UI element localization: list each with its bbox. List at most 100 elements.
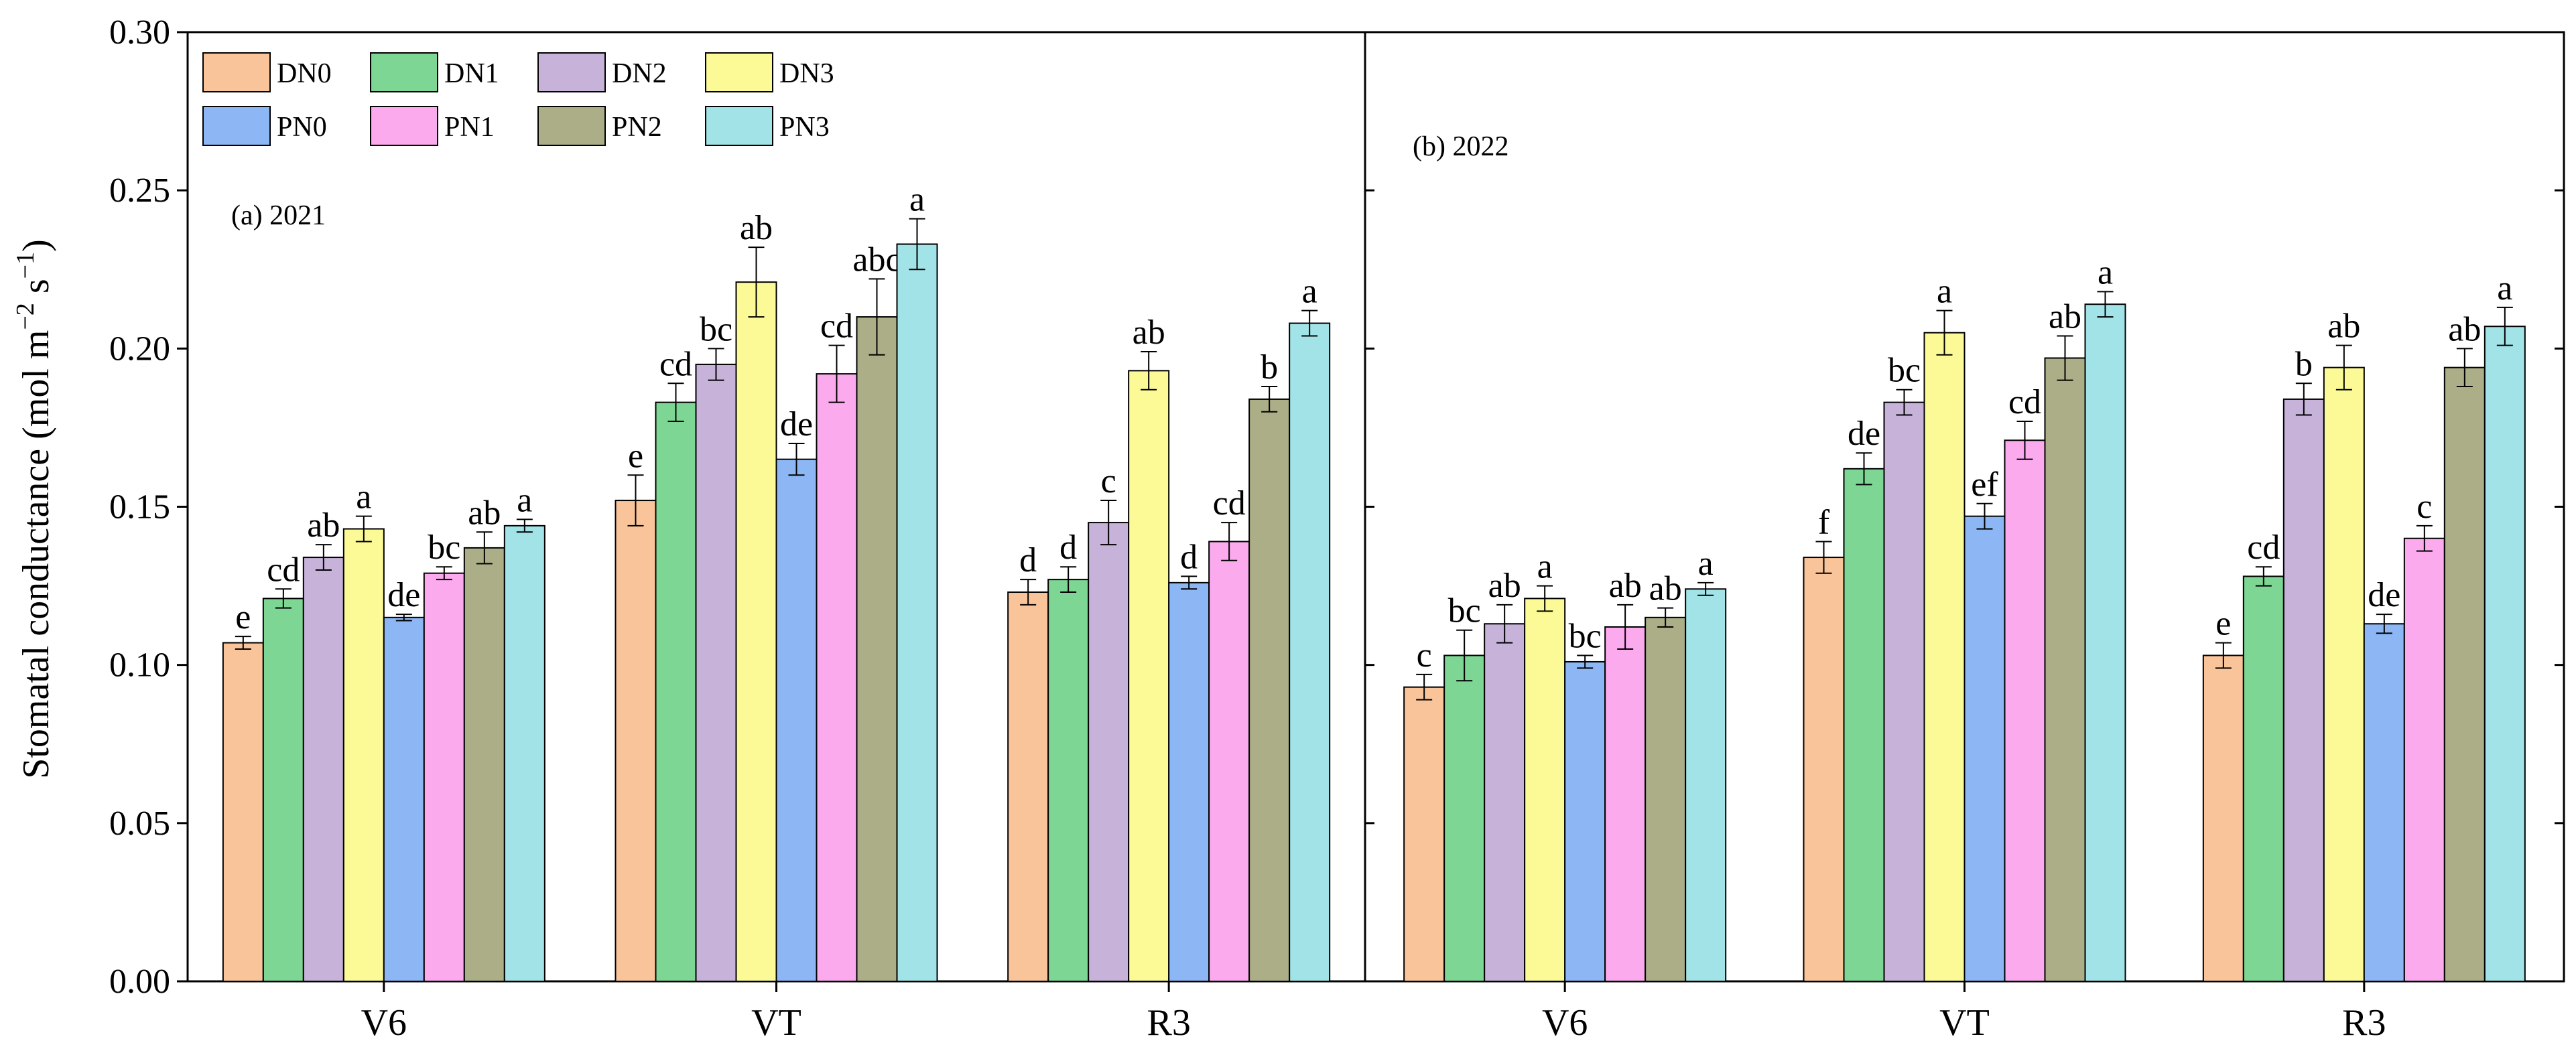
- significance-letter: cd: [2008, 383, 2041, 421]
- legend-swatch: [705, 52, 773, 92]
- legend-swatch: [537, 106, 606, 146]
- significance-letter: bc: [1569, 617, 1602, 655]
- bar: [1403, 686, 1445, 982]
- bar: [1645, 616, 1687, 982]
- bar: [1047, 579, 1090, 982]
- bar: [1564, 660, 1606, 983]
- x-category-label: V6: [1542, 1002, 1588, 1044]
- significance-letter: ab: [468, 494, 501, 532]
- y-tick-label: 0.00: [109, 963, 170, 1001]
- significance-letter: de: [387, 576, 420, 614]
- y-axis-label-sup2: −1: [11, 252, 40, 279]
- y-tick-label: 0.05: [109, 804, 170, 843]
- bar: [1883, 401, 1925, 982]
- y-axis-label-sup1: −2: [11, 303, 40, 330]
- y-axis-label-main: Stomatal conductance (mol m: [15, 330, 57, 779]
- bar: [1963, 515, 2006, 982]
- significance-letter: c: [2417, 488, 2432, 526]
- significance-letter: a: [1937, 273, 1952, 311]
- bar: [1128, 370, 1170, 982]
- significance-letter: a: [1698, 545, 1714, 583]
- significance-letter: ab: [1488, 567, 1521, 605]
- legend-swatch: [370, 52, 438, 92]
- legend-label: DN2: [612, 58, 667, 89]
- significance-letter: cd: [2247, 529, 2280, 567]
- significance-letter: b: [2295, 345, 2313, 383]
- legend-label: PN2: [612, 112, 662, 143]
- significance-letter: de: [780, 405, 813, 443]
- significance-letter: d: [1019, 541, 1037, 579]
- significance-letter: de: [1848, 415, 1880, 453]
- bar: [2323, 366, 2365, 982]
- legend-swatch: [370, 106, 438, 146]
- significance-letter: de: [2368, 576, 2400, 614]
- bar: [2044, 357, 2086, 982]
- legend-label: PN0: [277, 112, 327, 143]
- legend-label: PN3: [779, 112, 830, 143]
- significance-letter: a: [1302, 273, 1317, 311]
- bar: [1443, 654, 1486, 982]
- bar: [1007, 591, 1049, 982]
- x-category-label: R3: [2342, 1002, 2386, 1044]
- significance-letter: cd: [267, 551, 300, 589]
- significance-letter: a: [1537, 548, 1553, 586]
- y-axis-label: Stomatal conductance (mol m−2 s−1): [11, 239, 57, 779]
- bar: [2004, 439, 2046, 982]
- bar: [1803, 557, 1845, 982]
- bar: [775, 458, 818, 982]
- significance-letter: bc: [1448, 592, 1481, 630]
- bar: [1604, 626, 1647, 982]
- significance-letter: a: [2497, 269, 2512, 307]
- significance-letter: e: [628, 437, 643, 475]
- significance-letter: bc: [1888, 352, 1921, 390]
- legend-label: DN1: [444, 58, 499, 89]
- legend-swatch: [202, 52, 271, 92]
- bar: [503, 524, 545, 982]
- bar: [1289, 322, 1331, 982]
- significance-letter: ab: [1133, 313, 1165, 352]
- bar: [1484, 623, 1526, 982]
- significance-letter: a: [517, 481, 532, 519]
- bar: [896, 243, 938, 982]
- x-category-label: VT: [751, 1002, 801, 1044]
- y-tick-label: 0.20: [109, 330, 170, 368]
- bar: [1168, 581, 1210, 982]
- significance-letter: ab: [2049, 297, 2081, 336]
- bar: [856, 316, 898, 983]
- bar: [1088, 522, 1130, 982]
- significance-letter: e: [2215, 605, 2231, 643]
- y-tick-label: 0.25: [109, 171, 170, 210]
- significance-letter: d: [1059, 529, 1077, 567]
- y-tick-label: 0.15: [109, 488, 170, 526]
- bar: [222, 642, 264, 982]
- y-axis-label-mid: s: [15, 279, 57, 303]
- significance-letter: bc: [428, 529, 460, 567]
- significance-letter: ab: [1649, 570, 1682, 608]
- bar: [615, 500, 657, 982]
- bar: [1685, 588, 1727, 982]
- significance-letter: c: [1417, 636, 1432, 675]
- bar: [2443, 366, 2486, 982]
- significance-letter: c: [1101, 462, 1116, 500]
- bar: [2282, 398, 2325, 982]
- bar: [2242, 575, 2284, 982]
- significance-letter: ab: [740, 209, 773, 247]
- significance-letter: cd: [659, 345, 692, 383]
- bar: [2484, 326, 2526, 982]
- bar: [302, 557, 344, 982]
- significance-letter: ab: [2448, 310, 2481, 348]
- significance-letter: d: [1180, 538, 1198, 576]
- significance-letter: e: [235, 598, 251, 636]
- bar: [423, 572, 465, 982]
- significance-letter: a: [356, 478, 371, 516]
- bar: [1843, 468, 1885, 982]
- bar: [262, 598, 304, 982]
- bar: [383, 616, 425, 982]
- bar: [816, 373, 858, 982]
- significance-letter: a: [909, 181, 925, 219]
- significance-letter: bc: [700, 310, 732, 348]
- bar: [1524, 598, 1566, 982]
- significance-letter: ef: [1971, 466, 1998, 504]
- significance-letter: ab: [1609, 567, 1642, 605]
- legend-swatch: [705, 106, 773, 146]
